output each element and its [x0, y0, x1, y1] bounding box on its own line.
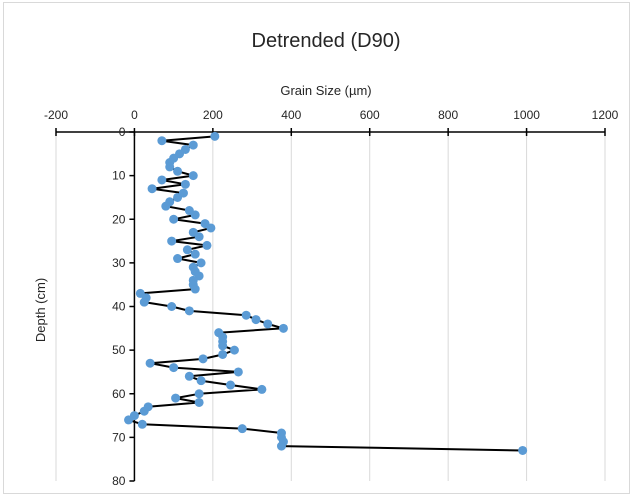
data-point: [241, 310, 251, 320]
data-point: [169, 214, 179, 224]
chart-area: Detrended (D90) Grain Size (µm) Depth (c…: [3, 2, 630, 494]
data-point: [251, 315, 261, 325]
y-tick-label: 50: [112, 343, 126, 357]
data-point: [218, 349, 228, 359]
data-point: [210, 131, 220, 141]
x-tick-labels: -200 0 200 400 600 800 1000 1200: [44, 108, 619, 122]
data-point: [139, 297, 149, 307]
data-point: [196, 258, 206, 268]
data-point: [157, 175, 167, 185]
data-point: [173, 166, 183, 176]
data-point: [237, 424, 247, 434]
data-point: [157, 136, 167, 146]
data-point: [278, 323, 288, 333]
x-tick-label: 1000: [513, 108, 540, 122]
data-point: [124, 415, 134, 425]
axes: [55, 128, 606, 482]
gridlines: [55, 132, 606, 481]
x-tick-label: 0: [131, 108, 138, 122]
data-point: [202, 240, 212, 250]
data-point: [137, 419, 147, 429]
data-point: [518, 445, 528, 455]
data-point: [276, 441, 286, 451]
data-point: [161, 201, 171, 211]
chart-title: Detrended (D90): [252, 30, 401, 52]
data-point: [167, 236, 177, 246]
y-tick-label: 60: [112, 387, 126, 401]
y-tick-label: 40: [112, 300, 126, 314]
data-point: [167, 302, 177, 311]
data-point: [198, 354, 208, 364]
y-tick-label: 10: [112, 169, 126, 183]
data-point: [147, 184, 157, 194]
data-point: [173, 254, 183, 264]
data-point: [190, 284, 200, 294]
data-point: [184, 371, 194, 381]
x-tick-label: 1200: [592, 108, 619, 122]
x-tick-label: 600: [360, 108, 380, 122]
data-point: [169, 363, 179, 373]
data-point: [194, 232, 204, 242]
data-point: [190, 210, 200, 220]
data-point: [145, 358, 155, 368]
data-point: [196, 376, 206, 386]
data-point: [263, 319, 273, 329]
data-point: [190, 249, 200, 259]
y-tick-label: 30: [112, 256, 126, 270]
data-point: [139, 406, 149, 416]
x-tick-label: -200: [44, 108, 68, 122]
x-tick-label: 800: [438, 108, 458, 122]
data-point: [171, 393, 181, 403]
x-tick-label: 400: [281, 108, 301, 122]
y-axis-title: Depth (cm): [33, 278, 48, 342]
x-axis-title: Grain Size (µm): [280, 83, 371, 98]
data-point: [257, 384, 267, 394]
y-tick-label: 0: [119, 125, 126, 139]
data-point: [218, 341, 228, 351]
data-point: [180, 179, 190, 189]
y-tick-label: 20: [112, 212, 126, 226]
data-point: [188, 140, 198, 150]
y-tick-label: 70: [112, 430, 126, 444]
y-tick-labels: 0 10 20 30 40 50 60 70 80: [112, 125, 126, 488]
data-point: [165, 162, 175, 172]
data-point: [229, 345, 239, 355]
data-point: [184, 306, 194, 316]
data-point: [206, 223, 216, 233]
depth-profile-chart: Detrended (D90) Grain Size (µm) Depth (c…: [33, 30, 619, 488]
data-point: [173, 192, 183, 202]
data-point: [182, 245, 192, 255]
series-markers: [124, 131, 528, 455]
data-point: [194, 389, 204, 399]
x-tick-label: 200: [203, 108, 223, 122]
data-point: [188, 171, 198, 181]
data-point: [233, 367, 243, 377]
data-point: [194, 397, 204, 407]
y-tick-label: 80: [112, 474, 126, 488]
data-point: [226, 380, 236, 390]
